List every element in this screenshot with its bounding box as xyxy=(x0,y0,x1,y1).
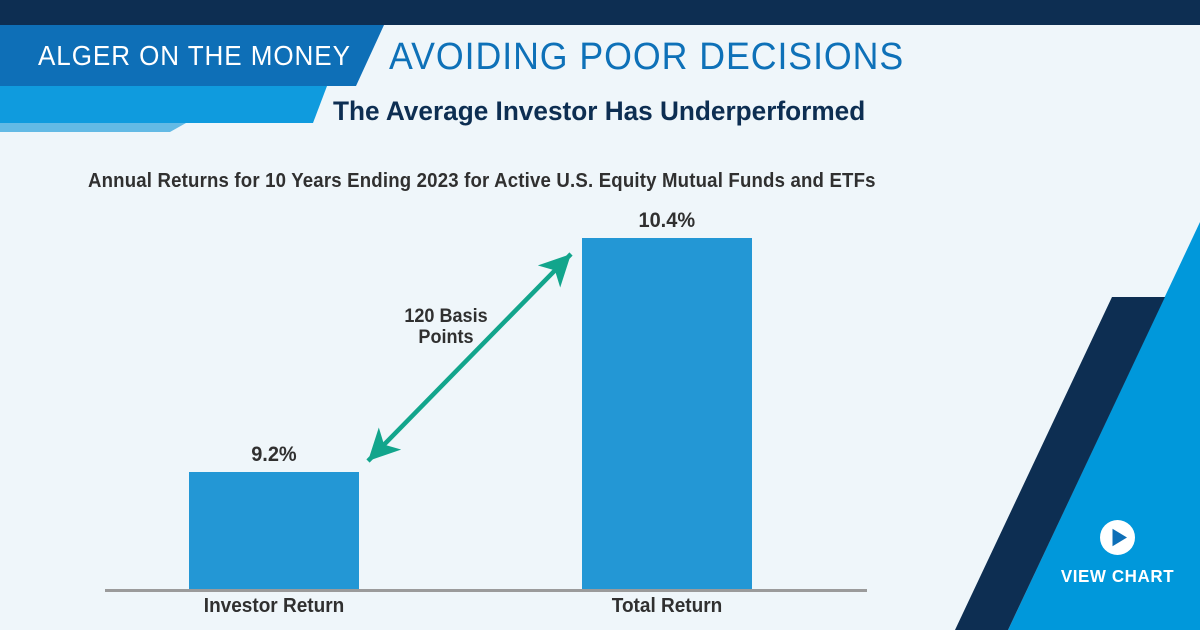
bar-group-total-return: 10.4% xyxy=(582,209,752,589)
top-navy-bar xyxy=(0,0,1200,25)
view-chart-button[interactable]: VIEW CHART xyxy=(1040,519,1195,587)
bar-total-return xyxy=(582,238,752,589)
x-axis-line xyxy=(105,589,867,592)
play-icon[interactable] xyxy=(1099,519,1136,556)
bar-investor-return xyxy=(189,472,359,589)
view-chart-label[interactable]: VIEW CHART xyxy=(1060,566,1175,586)
annotation-line-2: Points xyxy=(418,327,474,348)
page-subtitle: The Average Investor Has Underperformed xyxy=(333,96,866,126)
x-axis-label-investor-return: Investor Return xyxy=(203,595,345,617)
annotation-line-1: 120 Basis xyxy=(404,306,488,327)
chart-title: Annual Returns for 10 Years Ending 2023 … xyxy=(88,170,876,192)
light-blue-band xyxy=(0,86,327,123)
bar-group-investor-return: 9.2% xyxy=(189,443,359,589)
bar-value-label: 10.4% xyxy=(638,209,696,232)
page-title: AVOIDING POOR DECISIONS xyxy=(389,36,905,78)
brand-label: ALGER ON THE MONEY xyxy=(38,40,351,71)
x-axis-label-total-return: Total Return xyxy=(611,595,723,617)
light-blue-sliver xyxy=(0,123,186,132)
brand-band: ALGER ON THE MONEY xyxy=(0,25,384,86)
basis-points-annotation: 120 Basis Points xyxy=(365,306,527,348)
bar-value-label: 9.2% xyxy=(251,443,297,466)
